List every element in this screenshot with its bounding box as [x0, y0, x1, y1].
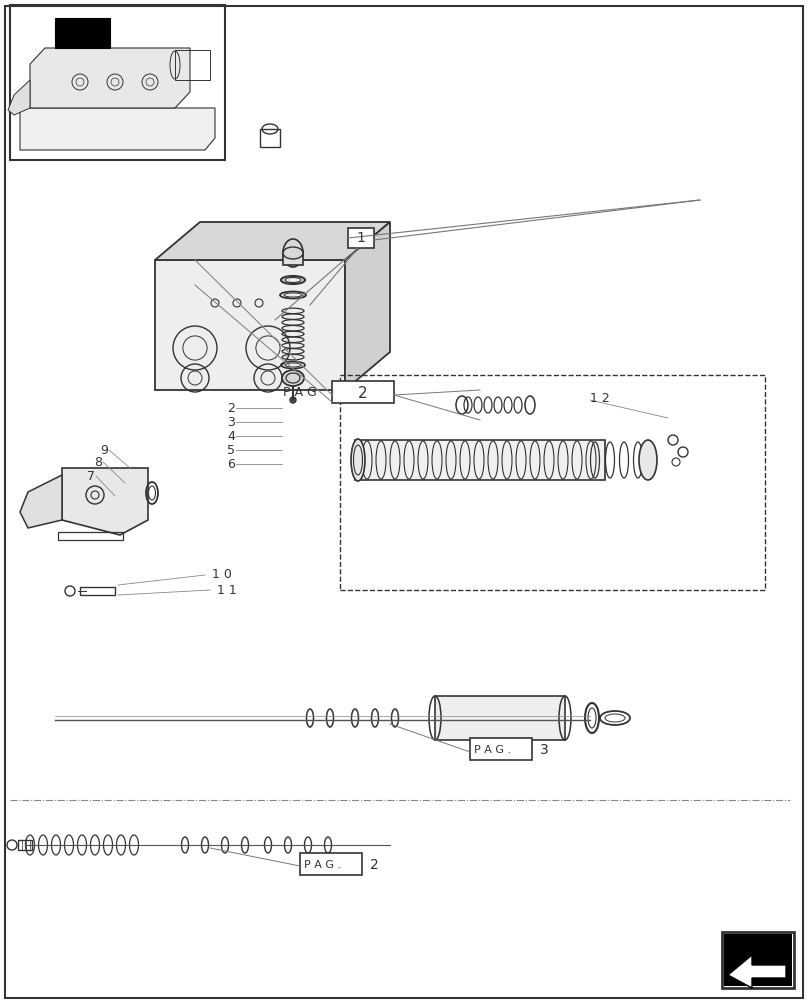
Bar: [724, 934, 792, 986]
Text: 3: 3: [227, 416, 235, 428]
Text: P A G: P A G: [283, 386, 317, 399]
Bar: [58, 532, 123, 540]
Text: 1 2: 1 2: [590, 391, 610, 404]
Text: 1: 1: [356, 231, 365, 245]
Ellipse shape: [351, 439, 365, 481]
Polygon shape: [345, 222, 390, 390]
Polygon shape: [20, 108, 215, 150]
Ellipse shape: [282, 370, 304, 386]
Polygon shape: [8, 80, 30, 115]
Text: 2: 2: [358, 385, 368, 400]
Text: P A G .: P A G .: [304, 860, 341, 870]
Bar: [175, 50, 210, 80]
Bar: [300, 853, 362, 875]
Text: 6: 6: [227, 458, 235, 471]
Polygon shape: [55, 18, 110, 48]
Text: 9: 9: [100, 444, 108, 456]
Bar: [722, 932, 794, 988]
Bar: [80, 587, 115, 595]
Bar: [332, 381, 394, 403]
Text: 1 1: 1 1: [217, 584, 237, 596]
Ellipse shape: [283, 247, 303, 259]
Bar: [10, 5, 225, 160]
Bar: [18, 840, 32, 850]
Polygon shape: [62, 468, 148, 535]
Bar: [260, 129, 280, 147]
Bar: [340, 375, 765, 590]
Text: 8: 8: [94, 456, 102, 468]
Bar: [355, 440, 605, 480]
Text: 5: 5: [227, 444, 235, 456]
Polygon shape: [30, 48, 190, 108]
Text: 1 0: 1 0: [212, 568, 232, 582]
Text: 7: 7: [87, 470, 95, 483]
Text: 4: 4: [227, 430, 235, 442]
Text: 2: 2: [227, 401, 235, 414]
Polygon shape: [155, 222, 390, 260]
Text: 2: 2: [370, 858, 379, 872]
Polygon shape: [728, 955, 786, 988]
Bar: [470, 738, 532, 760]
Bar: [283, 251, 303, 265]
Text: P A G .: P A G .: [474, 745, 511, 755]
Text: 3: 3: [540, 743, 549, 757]
Polygon shape: [155, 260, 345, 390]
Bar: [435, 696, 565, 740]
Circle shape: [290, 397, 296, 403]
Ellipse shape: [639, 440, 657, 480]
Polygon shape: [20, 475, 62, 528]
Bar: [348, 228, 374, 248]
